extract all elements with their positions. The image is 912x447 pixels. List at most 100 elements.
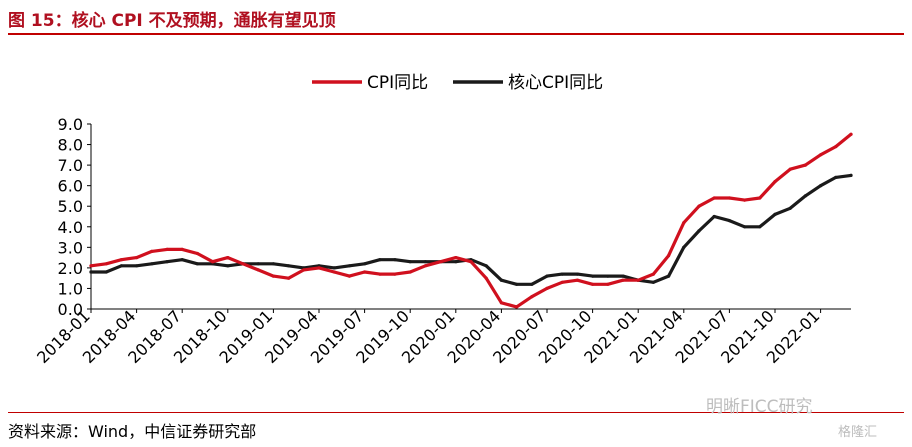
- cpi-point: [499, 301, 503, 305]
- y-tick-label: 2.0: [58, 259, 83, 278]
- core-cpi-point: [135, 264, 139, 268]
- series-lines: [89, 132, 853, 309]
- cpi-point: [271, 274, 275, 278]
- y-tick-label: 4.0: [58, 218, 83, 237]
- core-cpi-point: [347, 264, 351, 268]
- cpi-point: [302, 268, 306, 272]
- core-cpi-point: [591, 274, 595, 278]
- watermark-sub: 格隆汇: [838, 425, 878, 440]
- core-cpi-point: [727, 219, 732, 223]
- y-tick-label: 7.0: [58, 156, 83, 175]
- cpi-point: [180, 247, 184, 251]
- cpi-point: [119, 258, 123, 262]
- core-cpi-point: [575, 272, 580, 276]
- core-cpi-point: [226, 264, 230, 268]
- cpi-point: [317, 266, 321, 270]
- core-cpi-point: [454, 260, 458, 264]
- title-rule: [8, 33, 904, 35]
- y-tick-label: 0.0: [58, 300, 83, 319]
- core-cpi-point: [530, 282, 534, 286]
- series-line-core-cpi: [89, 173, 853, 286]
- axes: 0.01.02.03.04.05.06.07.08.09.02018-01201…: [33, 115, 851, 367]
- cpi-point: [104, 262, 108, 266]
- cpi-point: [287, 276, 291, 280]
- watermark: 明晰FICC研究: [706, 397, 813, 417]
- y-tick-label: 9.0: [58, 115, 83, 134]
- cpi-point: [484, 276, 488, 280]
- cpi-point: [819, 153, 823, 157]
- core-cpi-point: [332, 266, 336, 270]
- cpi-point: [241, 262, 245, 266]
- source-note: 资料来源：Wind，中信证券研究部: [8, 422, 257, 441]
- cpi-point: [712, 196, 716, 200]
- cpi-point: [332, 270, 336, 274]
- core-cpi-point: [165, 260, 169, 264]
- core-cpi-point: [256, 262, 260, 266]
- cpi-point: [591, 282, 595, 286]
- core-cpi-point: [849, 173, 853, 177]
- cpi-point: [697, 204, 701, 208]
- series-line-cpi: [89, 132, 853, 309]
- y-tick-label: 5.0: [58, 197, 83, 216]
- cpi-point: [515, 305, 519, 309]
- cpi-point: [165, 247, 169, 251]
- cpi-point: [530, 295, 534, 299]
- line-chart: CPI同比 核心CPI同比 0.0 1.02.0 3.04.0 5.06.0 7.08.…: [33, 73, 853, 367]
- cpi-point: [606, 282, 610, 286]
- core-cpi-point: [682, 245, 686, 249]
- cpi-point: [393, 272, 397, 276]
- core-cpi-point: [378, 258, 382, 262]
- core-cpi-point: [621, 274, 625, 278]
- cpi-point: [834, 145, 838, 149]
- core-cpi-point: [803, 194, 808, 198]
- core-cpi-point: [150, 262, 154, 266]
- legend: CPI同比 核心CPI同比: [312, 73, 603, 93]
- cpi-point: [743, 198, 747, 202]
- cpi-point: [211, 260, 215, 264]
- core-cpi-point: [271, 262, 275, 266]
- core-cpi-point: [606, 274, 610, 278]
- core-cpi-point: [195, 262, 199, 266]
- cpi-point: [788, 167, 792, 171]
- cpi-point: [849, 132, 853, 136]
- core-cpi-point: [834, 175, 838, 179]
- core-cpi-point: [393, 258, 397, 262]
- core-cpi-point: [788, 206, 792, 210]
- core-cpi-point: [119, 264, 123, 268]
- legend-label-core-cpi: 核心CPI同比: [508, 73, 603, 93]
- core-cpi-point: [89, 270, 93, 274]
- figure-title: 图 15：核心 CPI 不及预期，通胀有望见顶: [8, 11, 336, 31]
- core-cpi-point: [423, 260, 427, 264]
- cpi-point: [727, 196, 732, 200]
- cpi-point: [347, 274, 351, 278]
- core-cpi-point: [819, 184, 823, 188]
- core-cpi-point: [545, 274, 549, 278]
- core-cpi-point: [484, 264, 488, 268]
- core-cpi-point: [667, 274, 671, 278]
- cpi-point: [651, 272, 656, 276]
- cpi-point: [256, 268, 260, 272]
- core-cpi-point: [712, 214, 716, 219]
- core-cpi-point: [758, 225, 762, 229]
- core-cpi-point: [499, 278, 503, 282]
- core-cpi-point: [515, 282, 519, 286]
- cpi-point: [575, 278, 580, 282]
- core-cpi-point: [651, 280, 656, 284]
- cpi-point: [560, 280, 564, 284]
- cpi-point: [621, 278, 625, 282]
- cpi-point: [135, 256, 139, 260]
- cpi-point: [773, 180, 777, 184]
- cpi-point: [758, 196, 762, 200]
- cpi-point: [682, 221, 686, 225]
- core-cpi-point: [287, 264, 291, 268]
- y-tick-label: 1.0: [58, 279, 83, 298]
- core-cpi-point: [104, 270, 108, 274]
- core-cpi-point: [363, 262, 367, 266]
- source-rule: [8, 412, 904, 413]
- cpi-point: [363, 270, 367, 274]
- core-cpi-point: [743, 225, 747, 229]
- core-cpi-point: [408, 260, 412, 264]
- y-tick-label: 6.0: [58, 177, 83, 196]
- cpi-point: [636, 278, 640, 282]
- cpi-point: [454, 256, 458, 260]
